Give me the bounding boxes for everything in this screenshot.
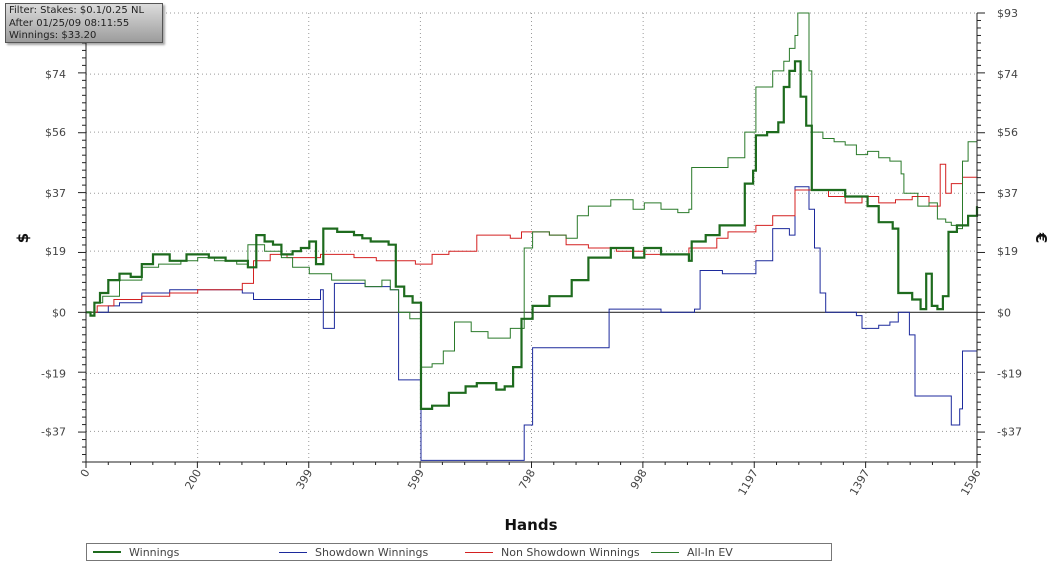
y-tick-label-left: $74 xyxy=(45,68,66,81)
after-date-text: After 01/25/09 08:11:55 xyxy=(9,17,130,29)
legend-swatch xyxy=(465,551,493,553)
legend-label: Non Showdown Winnings xyxy=(501,545,640,559)
x-tick-label: 0 xyxy=(78,467,93,480)
y-tick-label-left: $19 xyxy=(45,245,66,258)
y-axis-title-left: $ xyxy=(14,233,32,243)
y-tick-label-right: -$19 xyxy=(997,367,1022,380)
series-line-0 xyxy=(86,60,979,410)
x-tick-label: 1397 xyxy=(847,467,872,498)
x-tick-label: 1596 xyxy=(958,467,983,498)
x-tick-label: 399 xyxy=(294,467,316,492)
legend: Winnings Showdown Winnings Non Showdown … xyxy=(86,543,832,561)
series-line-2 xyxy=(86,163,978,313)
grid-lines xyxy=(86,12,977,462)
y-tick-label-left: $37 xyxy=(45,187,66,200)
x-tick-label: 798 xyxy=(516,467,538,492)
x-tick-label: 998 xyxy=(628,467,650,492)
legend-label: All-In EV xyxy=(687,545,733,559)
x-tick-label: 200 xyxy=(182,467,204,492)
y-tick-label-right: -$37 xyxy=(997,425,1022,438)
legend-label: Showdown Winnings xyxy=(315,545,429,559)
x-tick-label: 1197 xyxy=(736,467,761,498)
y-axis-title-right: € xyxy=(1032,232,1050,243)
legend-item-non-showdown-winnings[interactable]: Non Showdown Winnings xyxy=(459,544,645,560)
y-tick-label-right: $19 xyxy=(997,245,1018,258)
legend-swatch xyxy=(651,551,679,553)
filter-info-box: Filter: Stakes: $0.1/0.25 NL After 01/25… xyxy=(5,3,163,43)
y-tick-label-left: $0 xyxy=(52,306,66,319)
filter-text: Filter: Stakes: $0.1/0.25 NL xyxy=(9,5,145,16)
y-tick-label-right: $74 xyxy=(997,68,1018,81)
legend-swatch xyxy=(93,551,121,553)
y-tick-label-left: -$19 xyxy=(41,367,66,380)
series-line-1 xyxy=(86,186,977,461)
legend-item-winnings[interactable]: Winnings xyxy=(87,544,273,560)
y-tick-label-left: $56 xyxy=(45,126,66,139)
x-tick-label: 599 xyxy=(405,467,427,492)
x-axis-title: Hands xyxy=(504,516,557,534)
legend-swatch xyxy=(279,551,307,553)
legend-item-all-in-ev[interactable]: All-In EV xyxy=(645,544,831,560)
y-tick-label-left: -$37 xyxy=(41,425,66,438)
series-group xyxy=(86,12,979,461)
y-tick-label-right: $0 xyxy=(997,306,1011,319)
winnings-text: Winnings: $33.20 xyxy=(9,30,97,41)
legend-item-showdown-winnings[interactable]: Showdown Winnings xyxy=(273,544,459,560)
legend-label: Winnings xyxy=(129,545,180,559)
y-tick-label-right: $37 xyxy=(997,187,1018,200)
y-tick-label-right: $93 xyxy=(997,7,1018,20)
y-tick-label-right: $56 xyxy=(997,126,1018,139)
